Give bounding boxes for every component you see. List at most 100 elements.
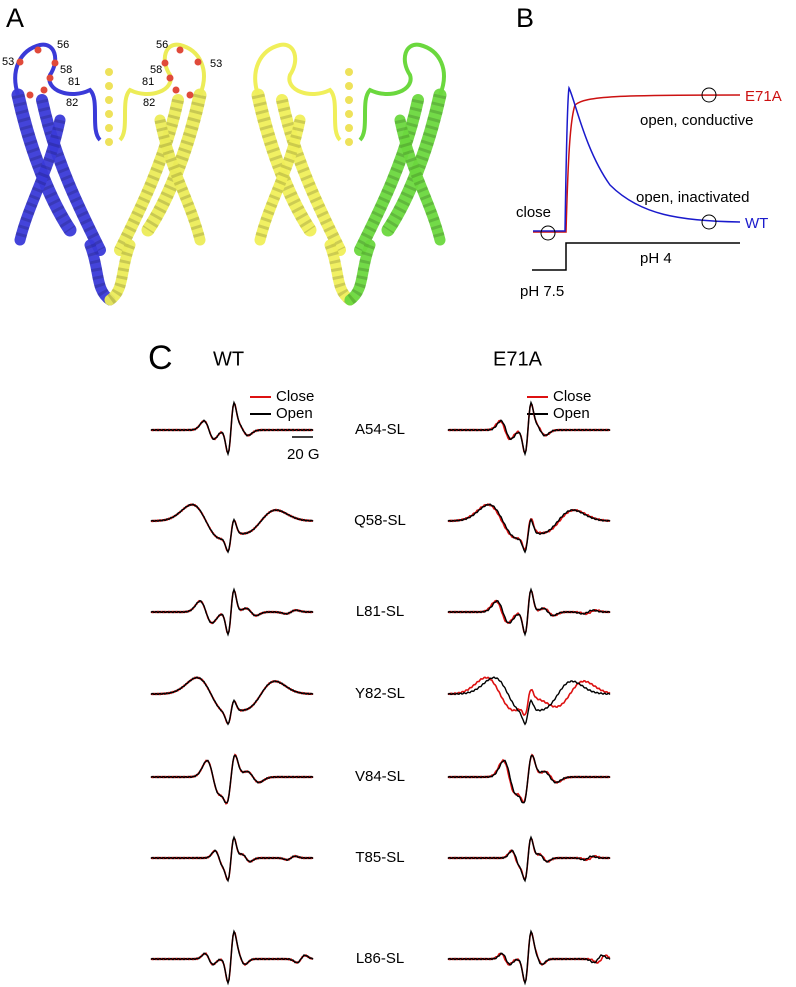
row-label: V84-SL xyxy=(355,768,405,785)
residue xyxy=(51,59,59,67)
helix-shade xyxy=(324,242,354,305)
helix xyxy=(276,94,346,256)
ion xyxy=(105,96,113,104)
spectrum-open xyxy=(150,400,314,457)
residue-label: 81 xyxy=(68,76,80,88)
spectrum-open xyxy=(447,587,611,637)
state-label: close xyxy=(516,204,551,221)
ion xyxy=(105,138,113,146)
row-label: L86-SL xyxy=(356,950,404,967)
spectrum-close xyxy=(150,753,314,805)
ion xyxy=(345,138,353,146)
wt-trace xyxy=(533,85,741,232)
ion xyxy=(105,68,113,76)
ion xyxy=(345,124,353,132)
residue xyxy=(194,58,202,66)
ion xyxy=(105,124,113,132)
residue-label: 81 xyxy=(142,76,154,88)
spectrum-open xyxy=(150,754,314,804)
state-label: open, conductive xyxy=(640,112,753,129)
residue-label: 53 xyxy=(2,56,14,68)
panel-label: A xyxy=(6,3,24,33)
ion xyxy=(345,68,353,76)
helix xyxy=(114,94,184,256)
helix-shade xyxy=(254,118,306,242)
panel-label: B xyxy=(516,3,534,33)
residue xyxy=(172,86,180,94)
spectrum-close xyxy=(150,676,314,724)
helix xyxy=(104,239,136,306)
spectrum-open xyxy=(150,503,314,554)
ph-label: pH 4 xyxy=(640,250,672,267)
residue-label: 58 xyxy=(150,64,162,76)
spectrum-close xyxy=(447,753,611,804)
helix-shade xyxy=(394,118,446,242)
spectrum-open xyxy=(447,400,611,457)
helix-shade xyxy=(114,98,184,253)
residue xyxy=(176,46,184,54)
structures xyxy=(11,42,447,306)
helix xyxy=(394,114,446,246)
legend-label: Open xyxy=(553,405,590,422)
legend-label: Close xyxy=(276,388,314,405)
row-label: L81-SL xyxy=(356,603,404,620)
column-title: WT xyxy=(213,348,244,370)
spectrum-open xyxy=(447,676,611,726)
spectrum-open xyxy=(447,754,611,804)
spectrum-open xyxy=(447,835,611,883)
legend-label: Open xyxy=(276,405,313,422)
residue-label: 82 xyxy=(143,97,155,109)
panel-label: C xyxy=(148,339,173,377)
structure xyxy=(251,42,447,306)
ion xyxy=(345,96,353,104)
row-label: T85-SL xyxy=(355,849,404,866)
residue xyxy=(26,91,34,99)
helix xyxy=(254,114,306,246)
column-title: E71A xyxy=(493,348,543,370)
spectrum-open xyxy=(150,587,314,637)
structure xyxy=(11,42,207,306)
state-label: open, inactivated xyxy=(636,189,749,206)
residue-label: 56 xyxy=(156,39,168,51)
helix xyxy=(154,114,206,246)
residue-label: 53 xyxy=(210,58,222,70)
mutant-label: E71A xyxy=(745,88,782,105)
legend-label: Close xyxy=(553,388,591,405)
helix-shade xyxy=(276,98,346,253)
residue xyxy=(34,46,42,54)
ion xyxy=(105,110,113,118)
spectrum-close xyxy=(447,676,611,717)
helix-shade xyxy=(354,98,424,253)
helix-shade xyxy=(84,242,114,305)
residue xyxy=(16,58,24,66)
row-label: Y82-SL xyxy=(355,685,405,702)
residue-label: 56 xyxy=(57,39,69,51)
state-marker xyxy=(701,87,717,103)
ion xyxy=(345,82,353,90)
helix xyxy=(14,114,66,246)
spectrum-open xyxy=(447,929,611,986)
ph-label: pH 7.5 xyxy=(520,283,564,300)
spectrum-open xyxy=(150,676,314,726)
wt-label: WT xyxy=(745,215,768,232)
residue xyxy=(166,74,174,82)
helix xyxy=(344,239,376,306)
residue xyxy=(46,74,54,82)
ion xyxy=(345,110,353,118)
loop xyxy=(253,42,342,142)
helix-shade xyxy=(154,118,206,242)
helix xyxy=(354,94,424,256)
scale-bar-label: 20 G xyxy=(287,446,320,463)
spectra: A54-SL Q58-SL L81-SL Y82-SL V84-SL T85-SL L86-… xyxy=(150,400,611,986)
row-label: Q58-SL xyxy=(354,512,406,529)
loop xyxy=(358,42,446,142)
residue xyxy=(186,91,194,99)
residue xyxy=(161,59,169,67)
residue xyxy=(40,86,48,94)
spectrum-open xyxy=(150,929,314,986)
helix-shade xyxy=(36,98,106,253)
row-label: A54-SL xyxy=(355,421,405,438)
residue-label: 58 xyxy=(60,64,72,76)
